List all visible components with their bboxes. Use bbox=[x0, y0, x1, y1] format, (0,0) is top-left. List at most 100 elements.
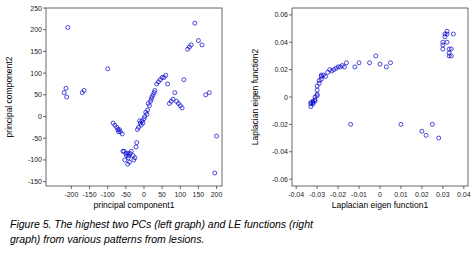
x-tick-label: -150 bbox=[83, 191, 97, 198]
y-tick-label: 0 bbox=[38, 113, 42, 120]
y-tick bbox=[43, 29, 46, 30]
x-tick-label: 100 bbox=[174, 191, 186, 198]
x-axis-label: principal component1 bbox=[94, 200, 175, 210]
scatter-point bbox=[171, 97, 175, 101]
x-tick-label: -50 bbox=[121, 191, 131, 198]
panel: -0.04-0.03-0.02-0.0100.010.020.030.04-0.… bbox=[250, 8, 471, 210]
scatter-point bbox=[349, 122, 353, 126]
x-tick bbox=[421, 186, 422, 189]
scatter-point bbox=[399, 122, 403, 126]
y-tick-label: 0.02 bbox=[274, 66, 288, 73]
scatter-point bbox=[357, 61, 361, 65]
y-tick-label: 250 bbox=[30, 5, 42, 12]
y-tick-label: 0 bbox=[284, 94, 288, 101]
x-tick-label: -0.04 bbox=[288, 191, 304, 198]
y-tick bbox=[43, 181, 46, 182]
x-tick-label: 0.03 bbox=[436, 191, 450, 198]
x-axis-label: Laplacian eigen function1 bbox=[332, 200, 429, 210]
scatter-point bbox=[384, 65, 388, 69]
scatter-point bbox=[193, 21, 197, 25]
scatter-point bbox=[315, 88, 319, 92]
scatter-point bbox=[207, 91, 211, 95]
x-tick-label: 50 bbox=[158, 191, 166, 198]
scatter-point bbox=[133, 156, 137, 160]
y-tick bbox=[289, 69, 292, 70]
scatter-point bbox=[135, 141, 139, 145]
scatter-point bbox=[120, 132, 124, 136]
x-tick-label: -0.01 bbox=[351, 191, 367, 198]
scatter-point bbox=[127, 160, 131, 164]
scatter-point bbox=[441, 47, 445, 51]
panel: -200-150-100-50050100150200-150-100-5005… bbox=[4, 5, 222, 211]
y-tick bbox=[43, 94, 46, 95]
scatter-point bbox=[62, 91, 66, 95]
x-tick bbox=[162, 186, 163, 189]
scatter-point bbox=[164, 73, 168, 77]
scatter-point bbox=[145, 112, 149, 116]
scatter-point bbox=[64, 86, 68, 90]
x-tick-label: -200 bbox=[64, 191, 78, 198]
scatter-point bbox=[315, 84, 319, 88]
scatter-point bbox=[378, 62, 382, 66]
scatter-point bbox=[166, 82, 170, 86]
y-tick-label: -50 bbox=[32, 135, 42, 142]
x-tick bbox=[338, 186, 339, 189]
scatter-point bbox=[445, 29, 449, 33]
x-tick-label: -0.02 bbox=[330, 191, 346, 198]
x-tick bbox=[89, 186, 90, 189]
scatter-point bbox=[173, 91, 177, 95]
x-tick bbox=[143, 186, 144, 189]
scatter-point bbox=[180, 106, 184, 110]
y-axis-label: Laplacian eigen function2 bbox=[250, 49, 260, 146]
points bbox=[309, 29, 455, 140]
figure: -200-150-100-50050100150200-150-100-5005… bbox=[0, 0, 474, 263]
scatter-point bbox=[200, 43, 204, 47]
y-tick bbox=[43, 116, 46, 117]
y-tick-label: -0.02 bbox=[272, 121, 288, 128]
y-tick-label: 150 bbox=[30, 48, 42, 55]
x-tick-label: 0 bbox=[378, 191, 382, 198]
y-tick bbox=[43, 73, 46, 74]
scatter-point bbox=[437, 136, 441, 140]
plot-frame bbox=[46, 8, 222, 186]
x-tick-label: -100 bbox=[101, 191, 115, 198]
y-tick bbox=[43, 138, 46, 139]
y-tick bbox=[43, 8, 46, 9]
x-tick-label: 150 bbox=[193, 191, 205, 198]
y-tick-label: 100 bbox=[30, 70, 42, 77]
y-tick-label: 0.04 bbox=[274, 39, 288, 46]
scatter-point bbox=[196, 39, 200, 43]
scatter-point bbox=[123, 158, 127, 162]
y-tick-label: 0.06 bbox=[274, 11, 288, 18]
scatter-point bbox=[342, 65, 346, 69]
scatter-point bbox=[189, 43, 193, 47]
scatter-point bbox=[430, 122, 434, 126]
x-tick bbox=[107, 186, 108, 189]
scatter-point bbox=[420, 129, 424, 133]
plot-frame bbox=[292, 8, 468, 186]
scatter-point bbox=[204, 93, 208, 97]
x-tick-label: -0.03 bbox=[309, 191, 325, 198]
scatter-point bbox=[374, 54, 378, 58]
scatter-point bbox=[445, 40, 449, 44]
scatter-point bbox=[215, 134, 219, 138]
y-tick bbox=[289, 42, 292, 43]
scatter-point bbox=[315, 92, 319, 96]
scatter-point bbox=[153, 88, 157, 92]
x-tick-label: 0.04 bbox=[457, 191, 471, 198]
scatter-point bbox=[82, 88, 86, 92]
y-tick-label: 50 bbox=[34, 91, 42, 98]
scatter-point bbox=[66, 26, 70, 30]
x-tick bbox=[180, 186, 181, 189]
x-tick bbox=[463, 186, 464, 189]
x-tick-label: 200 bbox=[211, 191, 223, 198]
x-tick bbox=[198, 186, 199, 189]
scatter-point bbox=[146, 108, 150, 112]
points bbox=[62, 21, 218, 175]
x-tick bbox=[125, 186, 126, 189]
scatter-point bbox=[451, 32, 455, 36]
y-tick-label: 200 bbox=[30, 26, 42, 33]
scatter-point bbox=[344, 61, 348, 65]
scatter-point bbox=[449, 54, 453, 58]
scatter-point bbox=[134, 145, 138, 149]
